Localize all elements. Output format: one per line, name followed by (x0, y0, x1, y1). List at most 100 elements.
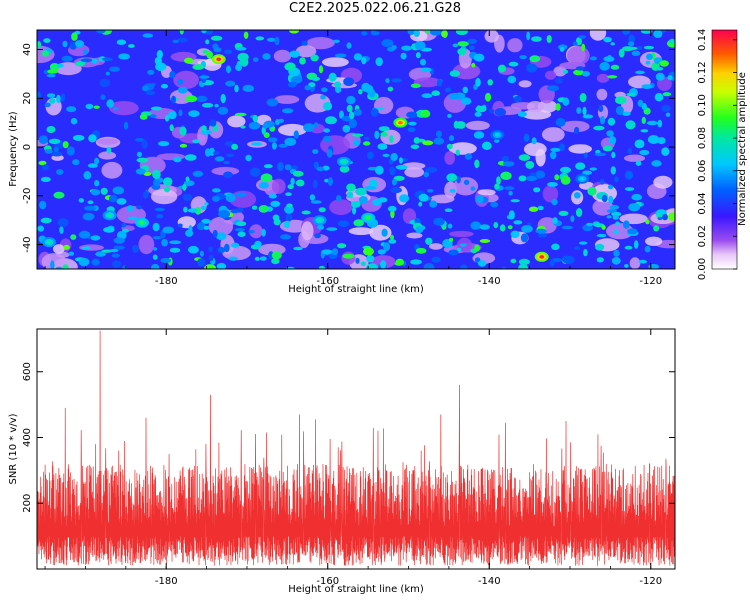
heatmap-cell (295, 179, 305, 187)
heatmap-cell (346, 104, 353, 113)
heatmap-cell (590, 56, 597, 61)
heatmap-cell (235, 46, 247, 51)
heatmap-cell (518, 258, 531, 265)
heatmap-cell (418, 201, 423, 207)
heatmap-cell (559, 46, 565, 52)
heatmap-cell (179, 143, 188, 148)
heatmap-cell (355, 257, 360, 264)
heatmap-cell (91, 58, 98, 64)
heatmap-cell (321, 249, 333, 255)
heatmap-cell (613, 249, 620, 257)
heatmap-cell (474, 159, 480, 169)
heatmap-cell (299, 57, 306, 65)
heatmap-cell (464, 153, 473, 160)
heatmap-cell (88, 134, 97, 143)
heatmap-low-patch (448, 142, 477, 155)
heatmap-cell (106, 99, 114, 108)
heatmap-cell (123, 121, 129, 130)
heatmap-cell (93, 105, 100, 109)
heatmap-cell (603, 56, 615, 62)
heatmap-cell (197, 258, 206, 267)
heatmap-cell (644, 245, 651, 253)
heatmap-low-patch (413, 77, 441, 88)
heatmap-cell (337, 243, 347, 249)
heatmap-low-patch (629, 257, 641, 269)
heatmap-cell (382, 153, 390, 157)
heatmap-cell (204, 148, 211, 157)
heatmap-cell (603, 36, 612, 43)
heatmap-cell (335, 86, 342, 93)
heatmap-cell (208, 246, 213, 253)
heatmap-cell (555, 78, 563, 84)
heatmap-cell (378, 126, 390, 132)
heatmap-cell (78, 230, 91, 239)
heatmap-cell (504, 186, 515, 191)
heatmap-cell (179, 126, 187, 136)
heatmap-cell (639, 149, 650, 156)
heatmap-cell (579, 93, 587, 103)
heatmap-cell (142, 33, 154, 38)
heatmap-cell (218, 209, 231, 219)
heatmap-cell (593, 125, 605, 131)
heatmap-cell (289, 30, 299, 34)
heatmap-cell (518, 175, 527, 182)
heatmap-cell (160, 83, 169, 89)
heatmap-cell (185, 229, 194, 237)
heatmap-cell (599, 61, 610, 71)
heatmap-cell (177, 78, 184, 85)
heatmap-cell (183, 180, 195, 187)
heatmap-cell (477, 260, 487, 267)
heatmap-cell (368, 179, 378, 188)
heatmap-low-patch (430, 194, 455, 204)
heatmap-cell (284, 62, 296, 71)
heatmap-low-patch (98, 151, 117, 160)
heatmap-low-patch (271, 178, 286, 194)
heatmap-cell (575, 208, 583, 217)
heatmap-cell (554, 174, 560, 181)
heatmap-cell (87, 200, 94, 205)
heatmap-cell (49, 63, 60, 71)
heatmap-cell (127, 44, 135, 48)
heatmap-cell (583, 248, 588, 257)
heatmap-cell (414, 41, 426, 51)
heatmap-cell (446, 173, 458, 182)
heatmap-cell (251, 142, 263, 146)
heatmap-cell (78, 198, 85, 203)
heatmap-cell (381, 39, 394, 48)
heatmap-cell (311, 76, 321, 81)
heatmap-cell (602, 145, 613, 152)
heatmap-cell (103, 226, 115, 233)
heatmap-cell (510, 230, 520, 238)
heatmap-cell (625, 120, 636, 130)
heatmap-cell (606, 130, 614, 137)
heatmap-cell (331, 248, 338, 256)
heatmap-cell (407, 30, 416, 35)
heatmap-cell (141, 85, 149, 92)
heatmap-low-patch (173, 70, 200, 89)
heatmap-cell (100, 187, 108, 195)
heatmap-cell (360, 261, 366, 267)
heatmap-cell (646, 120, 658, 126)
heatmap-cell (467, 38, 478, 44)
heatmap-cell (136, 205, 142, 210)
heatmap-cell (595, 243, 605, 251)
heatmap-cell (475, 77, 481, 87)
heatmap-cell (502, 155, 509, 163)
heatmap-cell (111, 253, 121, 258)
chart-title: C2E2.2025.022.06.21.G28 (288, 1, 462, 16)
heatmap-cell (234, 84, 239, 93)
heatmap-cell (318, 65, 324, 74)
heatmap-cell (216, 262, 227, 269)
heatmap-hotspot (579, 176, 585, 181)
heatmap-cell (547, 85, 560, 92)
heatmap-cell (271, 251, 282, 260)
heatmap-cell (611, 211, 622, 217)
colorbar-tick-label: 0.06 (697, 160, 708, 182)
y-tick-label: 20 (22, 92, 33, 105)
heatmap-cell (261, 228, 266, 237)
heatmap-cell (473, 131, 485, 139)
heatmap-cell (342, 253, 355, 259)
heatmap-cell (574, 246, 581, 251)
heatmap-cell (502, 161, 515, 167)
heatmap-cell (400, 52, 407, 60)
